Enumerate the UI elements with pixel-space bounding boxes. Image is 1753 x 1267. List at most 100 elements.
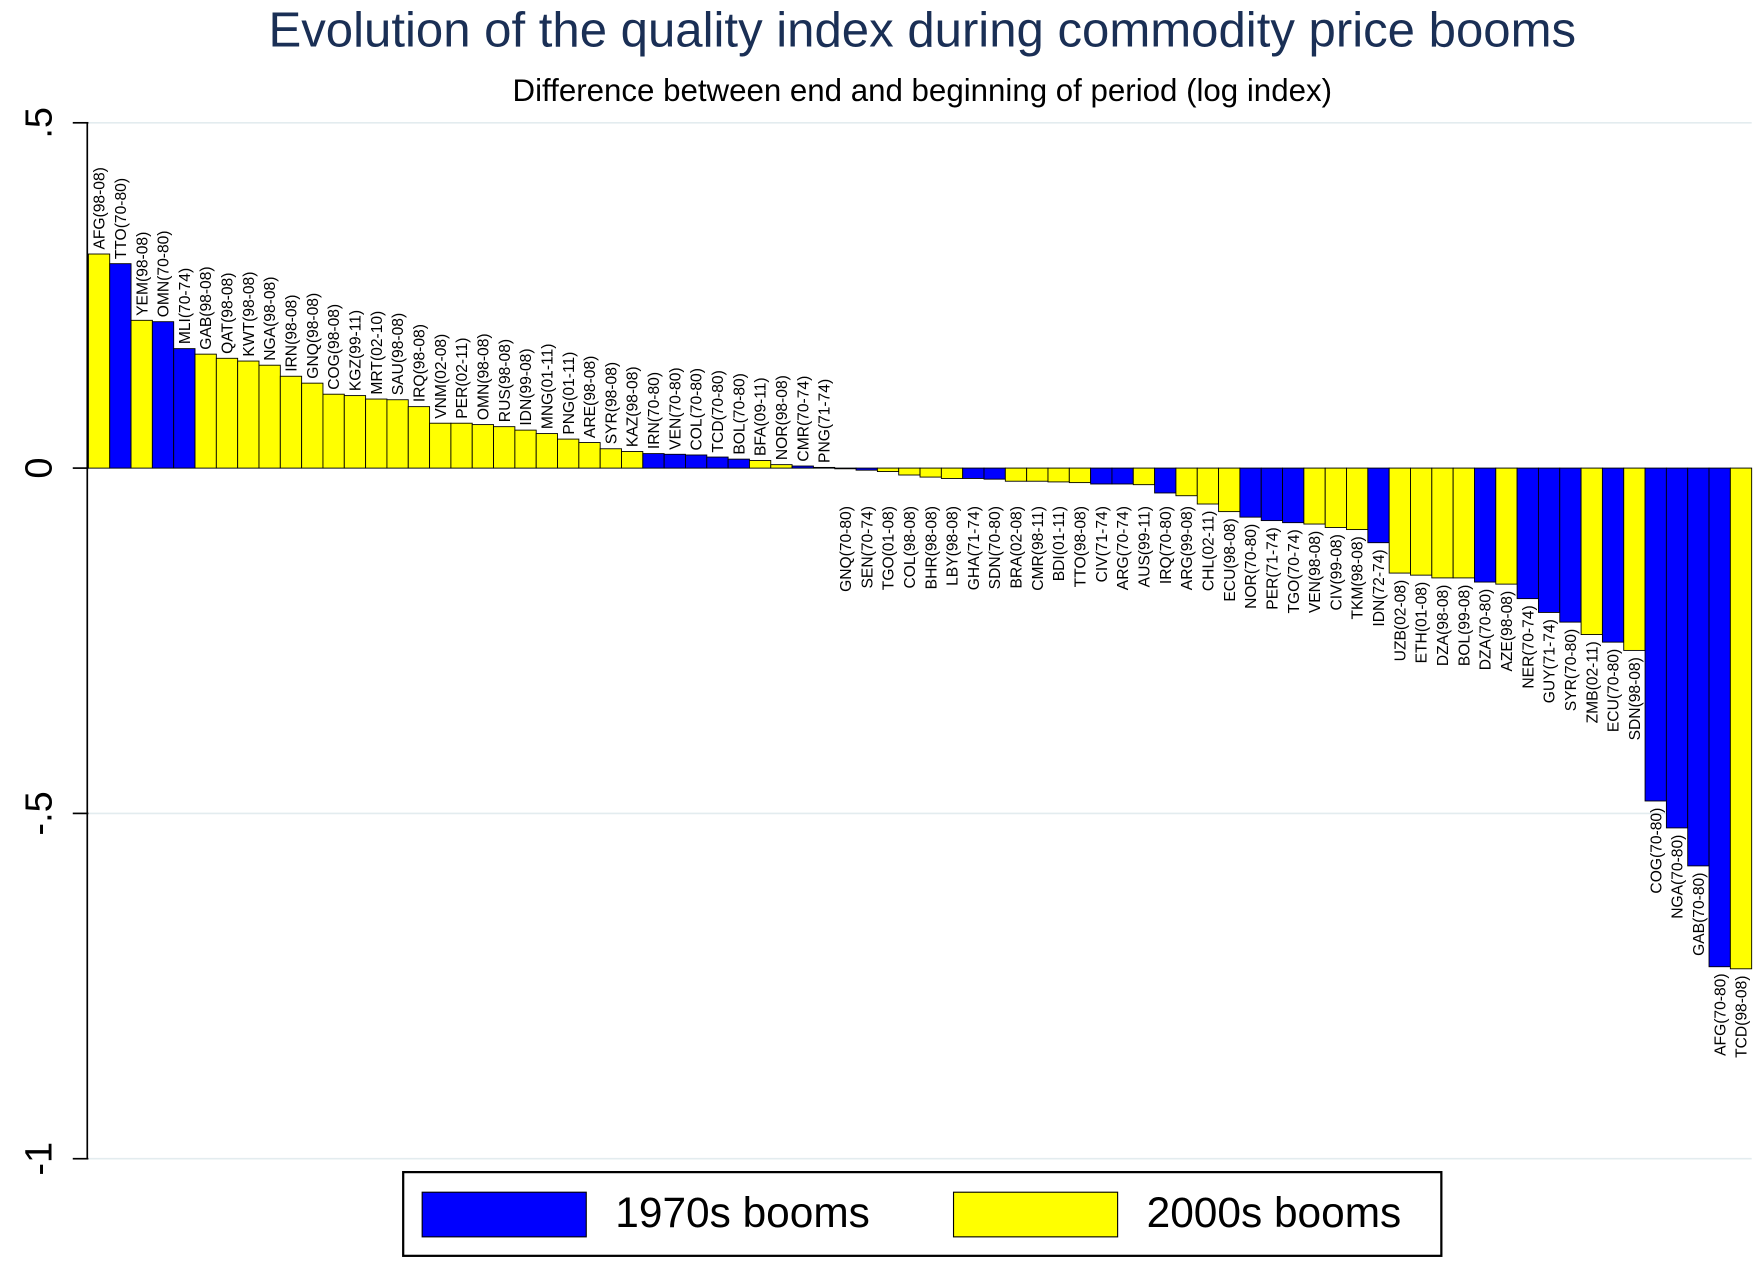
bar-label: CMR(70-74) <box>795 376 812 462</box>
bar <box>727 458 750 469</box>
bar-label: AZE(98-08) <box>1499 591 1516 672</box>
bar-label: SDN(70-80) <box>987 506 1004 589</box>
bar <box>535 433 558 469</box>
bar-label: PER(71-74) <box>1264 527 1281 609</box>
bar-label: COG(70-80) <box>1648 808 1665 894</box>
bar <box>855 467 878 471</box>
bar-label: DZA(98-08) <box>1435 585 1452 667</box>
bar-label: BHR(98-08) <box>923 506 940 589</box>
bar-label: PER(02-11) <box>454 337 471 418</box>
bar-label: CHL(02-11) <box>1200 511 1217 591</box>
bar <box>1132 467 1156 486</box>
bar <box>1175 467 1198 497</box>
bar <box>1644 467 1667 802</box>
bar-label: GUY(71-74) <box>1542 619 1559 703</box>
bar <box>876 467 900 473</box>
bar-label: CIV(99-08) <box>1328 534 1345 610</box>
bar-label: AUS(99-11) <box>1137 506 1154 587</box>
chart-title: Evolution of the quality index during co… <box>268 3 1576 57</box>
bar <box>663 453 686 469</box>
bar <box>1282 467 1305 524</box>
bar <box>919 467 942 478</box>
bar <box>279 375 303 469</box>
bar-label: ARE(98-08) <box>582 356 599 438</box>
bar-label: IRN(98-08) <box>284 295 301 372</box>
bar <box>1154 467 1177 494</box>
chart-subtitle: Difference between end and beginning of … <box>513 73 1332 108</box>
bar-label: SYR(98-08) <box>603 362 620 444</box>
bar <box>365 398 388 469</box>
bar-label: VEN(70-80) <box>667 367 684 449</box>
bar-label: LBY(98-08) <box>945 506 962 586</box>
bar <box>1537 467 1561 613</box>
bar <box>471 424 494 469</box>
bar <box>109 263 132 469</box>
bar-label: OMN(98-08) <box>475 333 492 420</box>
bar-label: TCD(98-08) <box>1734 975 1751 1057</box>
bar <box>1687 467 1710 867</box>
bar-label: PNG(71-74) <box>817 379 834 463</box>
bar-label: MRT(02-10) <box>369 311 386 395</box>
bar-label: ECU(70-80) <box>1606 649 1623 732</box>
bar <box>1431 467 1454 579</box>
bar <box>1665 467 1689 829</box>
bar-label: SYR(70-80) <box>1563 629 1580 711</box>
bar <box>301 382 324 469</box>
bar <box>1090 467 1113 485</box>
legend-label: 2000s booms <box>1147 1189 1402 1236</box>
bar <box>1601 467 1625 643</box>
bar <box>1218 467 1241 513</box>
bar-label: AFG(70-80) <box>1712 973 1729 1055</box>
bar <box>1346 467 1369 531</box>
bar-label: IDN(99-08) <box>518 348 535 425</box>
bar <box>1196 467 1220 505</box>
bar-label: BFA(09-11) <box>753 377 770 456</box>
bar-label: MNG(01-11) <box>539 344 556 430</box>
bar-label: RUS(98-08) <box>497 339 514 422</box>
bar-label: DZA(70-80) <box>1478 589 1495 671</box>
bar <box>1623 467 1646 651</box>
bar-label: NGA(98-08) <box>262 277 279 361</box>
bar <box>770 464 793 469</box>
bar <box>1708 467 1731 968</box>
bar <box>557 438 580 469</box>
bar <box>834 467 857 470</box>
bar-label: KWT(98-08) <box>241 272 258 357</box>
bar <box>1324 467 1347 528</box>
bar-label: IRN(70-80) <box>646 372 663 449</box>
bar <box>1047 467 1070 483</box>
y-tick-label: 0 <box>19 458 61 479</box>
bar <box>173 348 196 469</box>
legend-label: 1970s booms <box>615 1189 870 1236</box>
bar <box>1388 467 1411 574</box>
bar <box>1580 467 1603 635</box>
bar-label: NGA(70-80) <box>1670 835 1687 919</box>
bar-label: CIV(71-74) <box>1094 506 1111 582</box>
bar-label: ETH(01-08) <box>1414 582 1431 664</box>
bar-label: ARG(70-74) <box>1115 506 1132 590</box>
bar-label: TTO(98-08) <box>1073 506 1090 587</box>
bar <box>791 465 814 469</box>
y-tick-label: .5 <box>19 107 61 139</box>
bar <box>706 456 729 469</box>
bar <box>151 321 175 469</box>
bar-label: GAB(70-80) <box>1691 873 1708 956</box>
bar <box>940 467 964 479</box>
bar <box>130 319 153 469</box>
legend-swatch <box>421 1191 587 1238</box>
bar <box>1410 467 1433 576</box>
bar <box>450 422 473 469</box>
bar-label: NOR(70-80) <box>1243 524 1260 609</box>
bar-label: VNM(02-08) <box>433 334 450 419</box>
y-tick-label: -.5 <box>19 791 61 835</box>
bar-label: VEN(98-08) <box>1307 531 1324 613</box>
bar <box>1111 467 1134 485</box>
bar <box>322 393 345 469</box>
bar-label: NOR(98-08) <box>774 375 791 460</box>
bar-label: IDN(72-74) <box>1371 549 1388 626</box>
bar <box>194 353 217 469</box>
bar-label: BOL(99-08) <box>1456 585 1473 667</box>
bar-label: GNQ(70-80) <box>838 506 855 592</box>
bar-label: OMN(70-80) <box>156 230 173 317</box>
